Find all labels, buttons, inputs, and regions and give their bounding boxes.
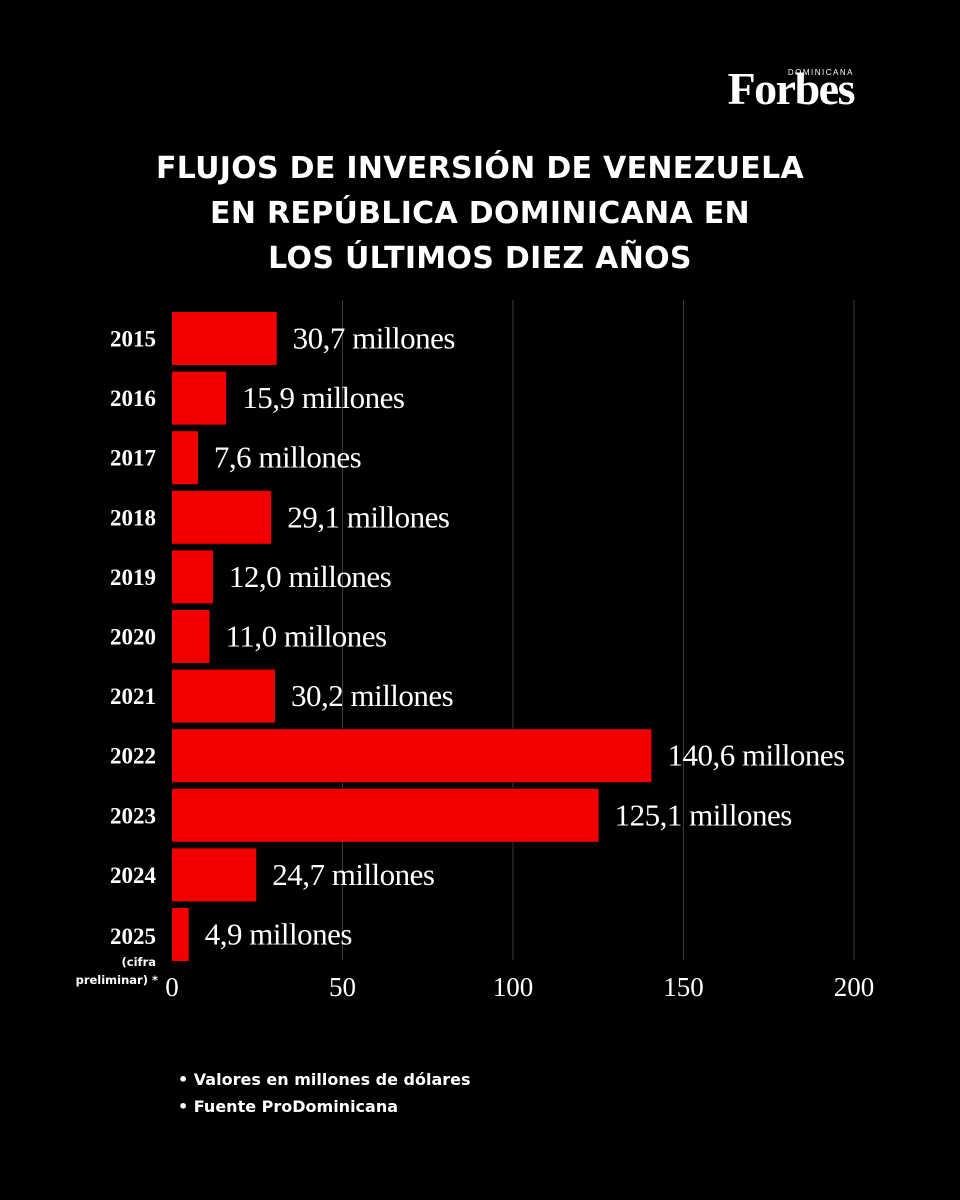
bar-2020 (172, 610, 210, 663)
bar-2023 (172, 788, 599, 842)
data-label-2024: 24,7 millones (272, 857, 434, 892)
category-label-2022: 2022 (110, 744, 156, 769)
data-label-2018: 29,1 millones (287, 499, 449, 534)
category-label-2024: 2024 (110, 863, 157, 888)
chart-title-line-1: FLUJOS DE INVERSIÓN DE VENEZUELA (155, 151, 805, 186)
x-tick-label-100: 100 (493, 972, 534, 1002)
chart-title: FLUJOS DE INVERSIÓN DE VENEZUELA EN REPÚ… (0, 146, 960, 281)
category-label-2020: 2020 (110, 625, 156, 650)
chart-title-line-3: LOS ÚLTIMOS DIEZ AÑOS (268, 241, 692, 276)
logo-wordmark: Forbes (727, 63, 856, 114)
category-sublabel-line-1: (cifra (122, 955, 156, 969)
bar-2021 (172, 669, 275, 723)
data-label-2025: 4,9 millones (205, 917, 352, 952)
category-label-2015: 2015 (110, 327, 156, 352)
forbes-logo: DOMINICANA Forbes (727, 62, 856, 114)
category-label-2016: 2016 (110, 386, 156, 411)
bar-2022 (172, 729, 652, 783)
x-tick-label-200: 200 (834, 972, 875, 1002)
note-units: • Valores en millones de dólares (178, 1070, 471, 1089)
bar-2019 (172, 550, 213, 604)
data-label-2022: 140,6 millones (667, 738, 844, 773)
note-source: • Fuente ProDominicana (178, 1097, 399, 1116)
data-label-2016: 15,9 millones (242, 380, 404, 415)
chart-notes: • Valores en millones de dólares • Fuent… (178, 1066, 471, 1120)
category-label-2018: 2018 (110, 505, 156, 530)
x-tick-label-50: 50 (329, 972, 356, 1002)
data-label-2019: 12,0 millones (229, 559, 391, 594)
data-label-2021: 30,2 millones (291, 678, 453, 713)
bar-2018 (172, 490, 272, 544)
category-sublabel-line-2: preliminar) * (76, 973, 158, 987)
data-label-2020: 11,0 millones (226, 619, 387, 654)
data-label-2023: 125,1 millones (615, 797, 792, 832)
logo-edition: DOMINICANA (787, 68, 854, 77)
category-label-2025: 2025 (110, 924, 156, 949)
bar-2016 (172, 371, 227, 425)
x-tick-label-0: 0 (165, 972, 179, 1002)
bar-2025 (172, 908, 189, 961)
chart-title-line-2: EN REPÚBLICA DOMINICANA EN (210, 196, 750, 231)
x-tick-label-150: 150 (663, 972, 704, 1002)
data-label-2017: 7,6 millones (214, 440, 361, 475)
category-label-2017: 2017 (110, 446, 156, 471)
bar-2017 (172, 431, 198, 485)
bar-2015 (172, 312, 277, 365)
category-label-2021: 2021 (110, 684, 156, 709)
data-label-2015: 30,7 millones (293, 321, 455, 356)
bar-2024 (172, 848, 257, 902)
category-label-2023: 2023 (110, 803, 156, 828)
category-label-2019: 2019 (110, 565, 156, 590)
